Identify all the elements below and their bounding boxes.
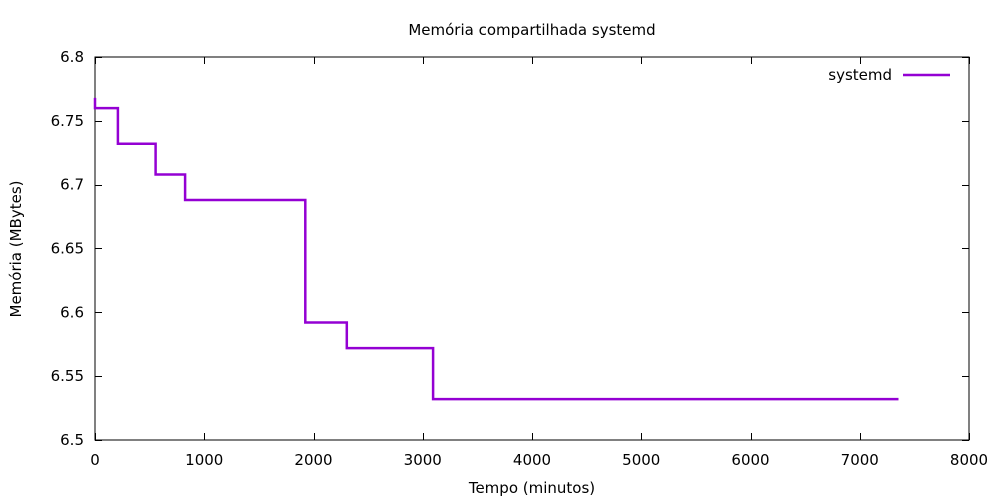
y-tick-label: 6.55 <box>51 367 84 385</box>
x-tick-label: 4000 <box>513 451 551 469</box>
x-tick-label: 8000 <box>950 451 988 469</box>
y-tick-label: 6.75 <box>51 112 84 130</box>
y-tick-label: 6.65 <box>51 240 84 258</box>
x-tick-label: 2000 <box>294 451 332 469</box>
x-tick-label: 3000 <box>404 451 442 469</box>
x-tick-label: 1000 <box>185 451 223 469</box>
legend-label: systemd <box>828 66 892 84</box>
plot-border <box>94 56 970 441</box>
x-axis-label: Tempo (minutos) <box>468 479 595 497</box>
x-tick-label: 7000 <box>841 451 879 469</box>
plot-area: 0 1000 2000 3000 4000 5000 6000 7000 8000 6.5 6.55… <box>51 48 989 469</box>
chart-title: Memória compartilhada systemd <box>408 21 655 39</box>
y-tick-label: 6.8 <box>60 48 84 66</box>
legend: systemd <box>828 66 950 84</box>
x-tick-label: 6000 <box>731 451 769 469</box>
y-tick-label: 6.5 <box>60 431 84 449</box>
y-tick-label: 6.6 <box>60 303 84 321</box>
x-tick-label: 5000 <box>622 451 660 469</box>
y-axis-label: Memória (MBytes) <box>7 181 25 318</box>
x-tick-label: 0 <box>90 451 100 469</box>
series-line-systemd <box>93 97 899 401</box>
y-tick-label: 6.7 <box>60 176 84 194</box>
